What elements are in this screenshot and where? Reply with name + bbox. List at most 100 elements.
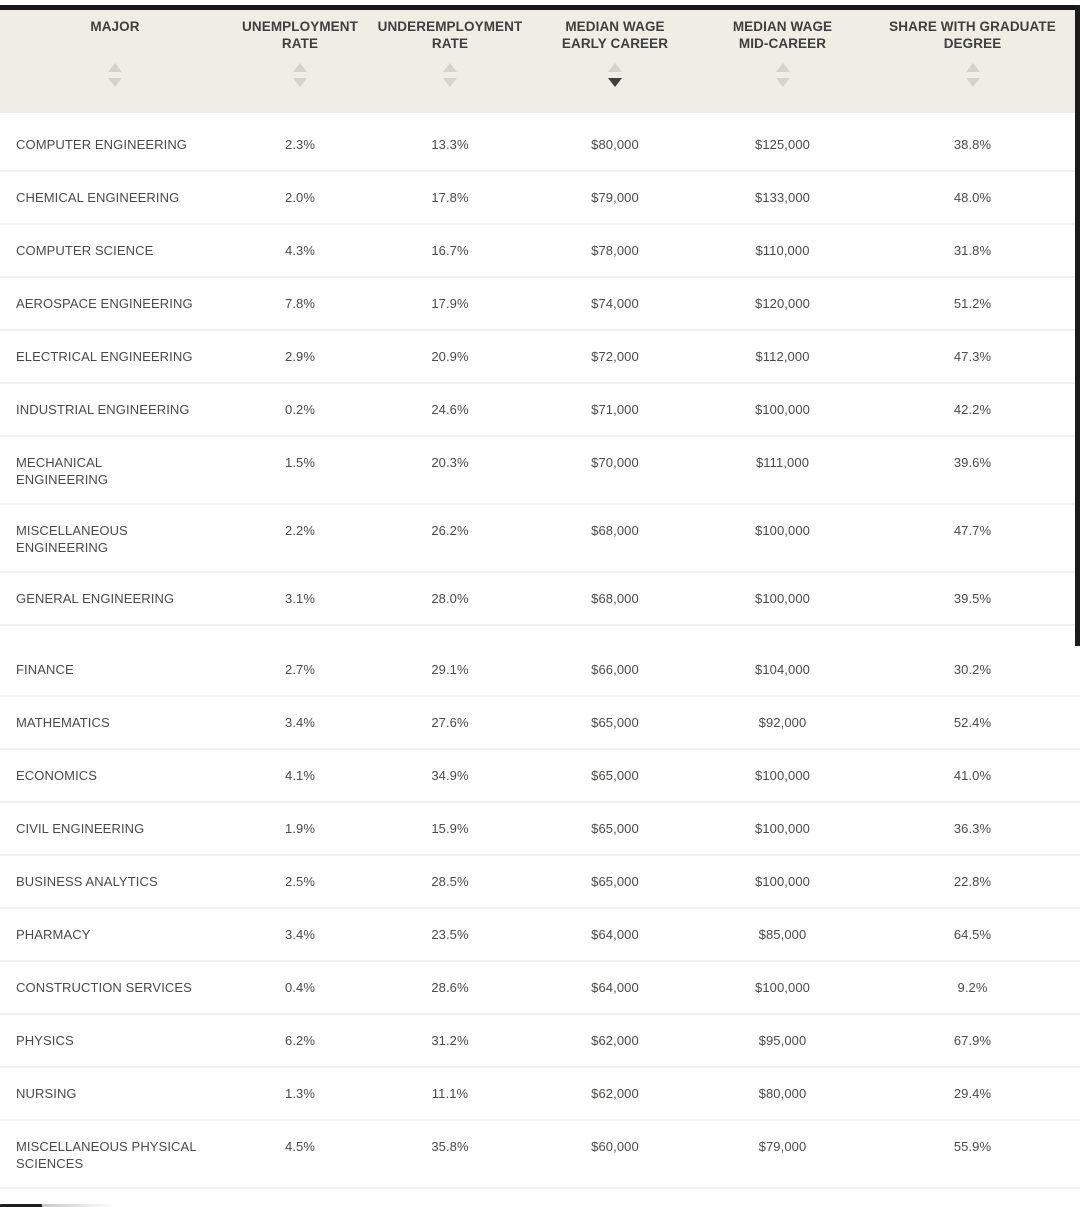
sort-ascending-icon[interactable]: [965, 63, 980, 72]
column-header-wage_early[interactable]: MEDIAN WAGE EARLY CAREER: [530, 5, 700, 113]
table-row: FINANCE 2.7% 29.1% $66,000 $104,000 30.2%: [0, 644, 1080, 697]
cell-wage_early: $71,000: [591, 402, 639, 417]
cell-wage_early: $66,000: [591, 662, 639, 677]
column-header-label: UNDEREMPLOYMENT RATE: [378, 18, 523, 52]
cell-wage_early: $70,000: [591, 455, 639, 470]
cell-major: PHARMACY: [16, 927, 91, 942]
sort-ascending-icon[interactable]: [775, 63, 790, 72]
cell-underemployment: 16.7%: [431, 243, 469, 258]
cell-wage_mid: $100,000: [754, 980, 811, 995]
cell-wage_mid: $111,000: [755, 455, 810, 470]
sort-descending-icon[interactable]: [443, 78, 457, 87]
cell-major: COMPUTER ENGINEERING: [16, 137, 188, 152]
cell-wage_early: $62,000: [591, 1086, 639, 1101]
column-header-underemployment[interactable]: UNDEREMPLOYMENT RATE: [370, 5, 530, 113]
cell-unemployment: 0.2%: [284, 402, 316, 417]
table-row: COMPUTER SCIENCE 4.3% 16.7% $78,000 $110,000…: [0, 225, 1080, 278]
cell-wage_mid: $110,000: [755, 243, 810, 258]
cell-unemployment: 4.5%: [284, 1139, 316, 1154]
cell-wage_mid: $100,000: [754, 402, 811, 417]
cell-wage_mid: $125,000: [754, 137, 811, 152]
sort-ascending-icon[interactable]: [443, 63, 457, 72]
cell-grad_share: 22.8%: [953, 874, 992, 889]
cell-underemployment: 11.1%: [431, 1086, 469, 1101]
cell-wage_mid: $79,000: [758, 1139, 807, 1154]
cell-wage_mid: $112,000: [755, 349, 810, 364]
sort-descending-icon[interactable]: [965, 78, 980, 87]
cell-grad_share: 64.5%: [953, 927, 992, 942]
cell-underemployment: 28.6%: [431, 980, 469, 995]
cell-major: MATHEMATICS: [16, 715, 110, 730]
column-header-major[interactable]: MAJOR: [0, 5, 230, 113]
cell-wage_mid: $100,000: [754, 874, 811, 889]
column-header-line2: RATE: [431, 36, 469, 51]
cell-underemployment: 34.9%: [431, 768, 469, 783]
table-row: GENERAL ENGINEERING 3.1% 28.0% $68,000 $100,…: [0, 573, 1080, 626]
column-header-wage_mid[interactable]: MEDIAN WAGE MID-CAREER: [700, 5, 865, 113]
cell-major: ELECTRICAL ENGINEERING: [16, 349, 193, 364]
cell-wage_early: $80,000: [591, 137, 639, 152]
cell-wage_mid: $104,000: [754, 662, 811, 677]
cell-underemployment: 23.5%: [431, 927, 469, 942]
cell-unemployment: 2.3%: [284, 137, 316, 152]
column-header-grad_share[interactable]: SHARE WITH GRADUATE DEGREE: [865, 5, 1080, 113]
table-row: NURSING 1.3% 11.1% $62,000 $80,000 29.4%: [0, 1068, 1080, 1121]
cell-underemployment: 20.3%: [431, 455, 469, 470]
cell-unemployment: 1.5%: [284, 455, 316, 470]
sort-ascending-icon[interactable]: [608, 63, 622, 72]
top-edge-bar: [0, 5, 1080, 10]
cell-unemployment: 0.4%: [284, 980, 316, 995]
cell-wage_early: $65,000: [591, 874, 639, 889]
column-header-line1: MEDIAN WAGE: [565, 19, 665, 34]
column-header-label: SHARE WITH GRADUATE DEGREE: [889, 18, 1056, 52]
cell-unemployment: 3.4%: [284, 715, 316, 730]
cell-wage_early: $65,000: [591, 768, 639, 783]
table-row: ELECTRICAL ENGINEERING 2.9% 20.9% $72,000 $1…: [0, 331, 1080, 384]
cell-unemployment: 2.0%: [284, 190, 316, 205]
table-row: MISCELLANEOUS ENGINEERING 2.2% 26.2% $68,00…: [0, 505, 1080, 573]
cell-major: CIVIL ENGINEERING: [16, 821, 145, 836]
table-row: PHARMACY 3.4% 23.5% $64,000 $85,000 64.5%: [0, 909, 1080, 962]
sort-ascending-icon[interactable]: [108, 63, 122, 72]
cell-major: PHYSICS: [16, 1033, 74, 1048]
cell-wage_mid: $133,000: [754, 190, 811, 205]
cell-wage_early: $62,000: [591, 1033, 639, 1048]
cell-grad_share: 31.8%: [953, 243, 992, 258]
cell-major: MISCELLANEOUS PHYSICAL SCIENCES: [16, 1139, 197, 1171]
bottom-left-smudge-tail: [42, 1204, 114, 1207]
sort-arrows: [775, 63, 790, 87]
cell-grad_share: 30.2%: [953, 662, 992, 677]
cell-underemployment: 17.8%: [431, 190, 469, 205]
cell-grad_share: 42.2%: [953, 402, 992, 417]
cell-grad_share: 47.3%: [953, 349, 992, 364]
column-header-line1: MAJOR: [90, 19, 140, 34]
cell-wage_early: $72,000: [591, 349, 639, 364]
cell-wage_mid: $100,000: [754, 768, 811, 783]
sort-descending-icon[interactable]: [293, 78, 307, 87]
column-header-line1: UNEMPLOYMENT: [242, 19, 358, 34]
cell-grad_share: 29.4%: [953, 1086, 992, 1101]
cell-grad_share: 41.0%: [953, 768, 992, 783]
cell-major: AEROSPACE ENGINEERING: [16, 296, 193, 311]
cell-wage_mid: $80,000: [758, 1086, 807, 1101]
sort-ascending-icon[interactable]: [293, 63, 307, 72]
sort-arrows: [443, 63, 457, 87]
column-header-line1: UNDEREMPLOYMENT: [377, 19, 523, 34]
column-header-unemployment[interactable]: UNEMPLOYMENT RATE: [230, 5, 370, 113]
cell-wage_mid: $100,000: [754, 591, 811, 606]
table-body: COMPUTER ENGINEERING 2.3% 13.3% $80,000 $125…: [0, 119, 1080, 1189]
column-header-line2: MID-CAREER: [738, 36, 827, 51]
table-row: CHEMICAL ENGINEERING 2.0% 17.8% $79,000 $133…: [0, 172, 1080, 225]
cell-major: MECHANICAL ENGINEERING: [16, 455, 109, 487]
column-header-label: MEDIAN WAGE MID-CAREER: [733, 18, 832, 52]
sort-arrows: [608, 63, 622, 87]
sort-descending-icon[interactable]: [108, 78, 122, 87]
sort-descending-icon[interactable]: [608, 78, 622, 87]
cell-unemployment: 3.1%: [284, 591, 316, 606]
cell-major: COMPUTER SCIENCE: [16, 243, 154, 258]
cell-wage_mid: $120,000: [754, 296, 811, 311]
cell-grad_share: 51.2%: [953, 296, 992, 311]
cell-major: FINANCE: [16, 662, 74, 677]
cell-unemployment: 1.9%: [284, 821, 316, 836]
sort-descending-icon[interactable]: [775, 78, 790, 87]
